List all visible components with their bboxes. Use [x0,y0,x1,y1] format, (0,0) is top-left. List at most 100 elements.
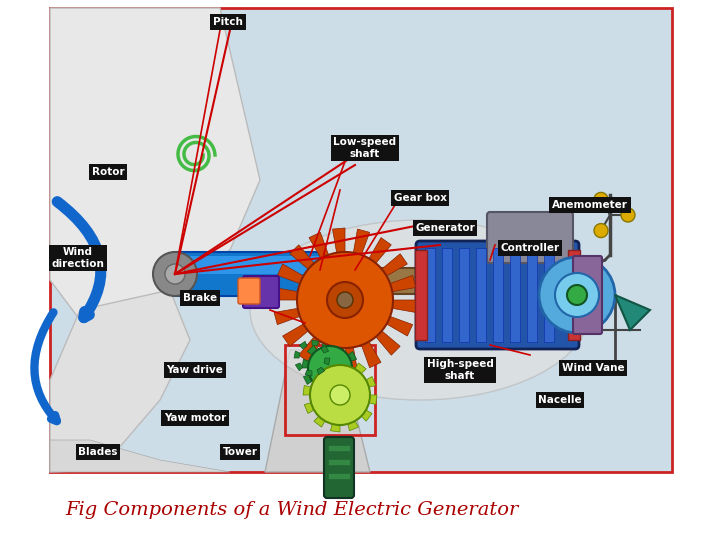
Polygon shape [317,367,325,375]
Bar [425,248,435,342]
Bar [476,248,486,342]
FancyBboxPatch shape [573,256,602,334]
Circle shape [330,385,350,405]
Polygon shape [322,359,332,369]
Polygon shape [354,229,369,255]
Polygon shape [361,410,372,421]
Circle shape [539,257,615,333]
Polygon shape [277,264,303,284]
Polygon shape [343,381,353,390]
Circle shape [555,273,599,317]
Text: Brake: Brake [183,293,217,303]
Polygon shape [369,238,391,263]
Polygon shape [283,324,308,346]
Polygon shape [345,347,358,372]
Bar [544,248,554,342]
Polygon shape [273,287,298,300]
Polygon shape [312,340,319,346]
Circle shape [621,208,635,222]
FancyBboxPatch shape [243,276,279,308]
Polygon shape [324,358,330,365]
Bar [510,248,520,342]
Text: Yaw drive: Yaw drive [166,365,223,375]
Text: Blades: Blades [78,447,118,457]
FancyBboxPatch shape [416,241,579,349]
Bar [527,248,537,342]
Text: Low-speed
shaft: Low-speed shaft [333,137,397,159]
FancyBboxPatch shape [487,212,573,263]
Polygon shape [348,421,359,431]
Polygon shape [309,232,328,259]
Polygon shape [290,245,314,269]
Polygon shape [351,368,358,377]
Bar [328,445,350,451]
FancyBboxPatch shape [324,437,354,498]
Polygon shape [387,316,413,336]
Circle shape [337,292,353,308]
Polygon shape [366,376,376,387]
Polygon shape [615,295,650,330]
FancyBboxPatch shape [238,278,260,304]
Polygon shape [299,337,321,362]
Circle shape [594,192,608,206]
Circle shape [567,285,587,305]
Polygon shape [294,351,300,358]
Polygon shape [300,341,307,349]
Text: Generator: Generator [415,223,475,233]
Circle shape [310,365,370,425]
Text: High-speed
shaft: High-speed shaft [426,359,493,381]
Text: Pitch: Pitch [213,17,243,27]
Text: Fig Components of a Wind Electric Generator: Fig Components of a Wind Electric Genera… [65,501,518,519]
Polygon shape [303,386,311,395]
Polygon shape [302,359,309,368]
Text: Wind Vane: Wind Vane [562,363,624,373]
Polygon shape [50,290,190,472]
Circle shape [308,346,352,390]
Polygon shape [321,340,330,347]
Polygon shape [314,416,325,427]
Text: Controller: Controller [500,243,559,253]
Polygon shape [307,346,317,355]
Polygon shape [390,275,416,292]
Polygon shape [321,345,328,353]
FancyBboxPatch shape [172,252,323,296]
Bar [568,250,580,340]
Text: Nacelle: Nacelle [538,395,582,405]
Polygon shape [333,228,345,253]
Polygon shape [320,345,337,371]
Polygon shape [295,363,303,371]
Polygon shape [330,389,338,396]
FancyBboxPatch shape [356,268,475,294]
Polygon shape [340,358,350,366]
Polygon shape [376,331,400,355]
Polygon shape [265,350,370,472]
Bar [328,473,350,479]
Circle shape [327,282,363,318]
FancyBboxPatch shape [178,256,320,274]
Ellipse shape [250,220,590,400]
Polygon shape [382,254,408,276]
Polygon shape [308,369,319,380]
Polygon shape [313,386,323,395]
Text: Rotor: Rotor [91,167,125,177]
Polygon shape [274,308,300,325]
Bar [415,250,427,340]
Text: Yaw motor: Yaw motor [164,413,226,423]
Polygon shape [50,440,230,472]
Circle shape [594,224,608,238]
Text: Anemometer: Anemometer [552,200,628,210]
Text: Gear box: Gear box [394,193,446,203]
Text: Tower: Tower [222,447,258,457]
Bar [50,8,672,472]
Bar [493,248,503,342]
Bar [459,248,469,342]
Bar [328,459,350,465]
Polygon shape [392,300,417,313]
Polygon shape [305,403,314,414]
Circle shape [153,252,197,296]
Circle shape [297,252,393,348]
Polygon shape [305,370,312,376]
Polygon shape [369,395,377,404]
Polygon shape [337,341,346,350]
Polygon shape [348,352,356,361]
